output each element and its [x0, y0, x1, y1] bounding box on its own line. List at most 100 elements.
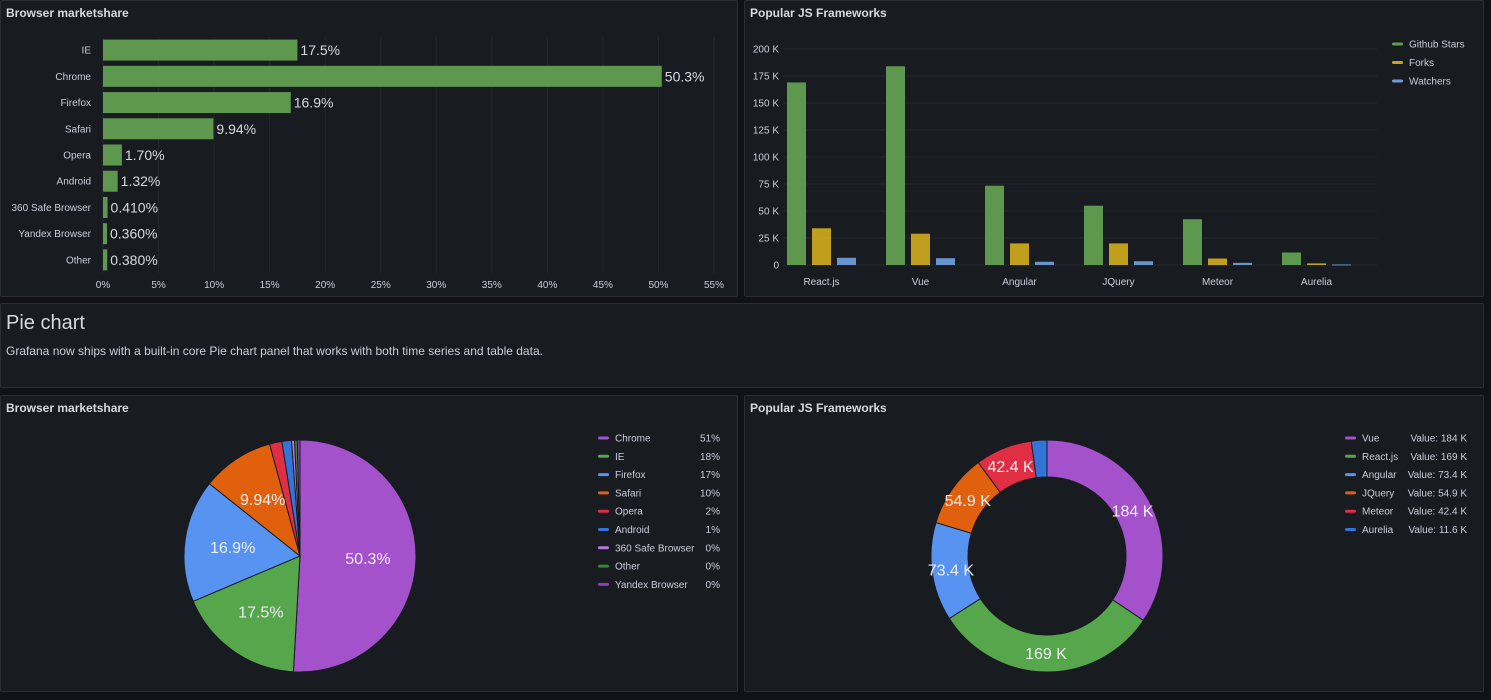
- bar[interactable]: [787, 82, 806, 265]
- bar[interactable]: [103, 118, 214, 140]
- bar[interactable]: [1084, 205, 1103, 265]
- legend-swatch: [1345, 509, 1356, 513]
- bar[interactable]: [103, 249, 108, 271]
- legend-value: Value: 169 K: [1410, 452, 1467, 463]
- x-tick-label: 0%: [96, 280, 111, 291]
- legend-label[interactable]: Forks: [1409, 58, 1434, 69]
- bar[interactable]: [103, 223, 107, 245]
- x-tick-label: 45%: [593, 280, 613, 291]
- legend-label[interactable]: Aurelia: [1362, 525, 1394, 536]
- bar[interactable]: [812, 228, 831, 265]
- legend-swatch: [1392, 61, 1403, 64]
- legend-label[interactable]: IE: [615, 452, 625, 463]
- slice-label: 16.9%: [210, 540, 255, 557]
- legend-label[interactable]: Chrome: [615, 434, 651, 445]
- bar[interactable]: [911, 233, 930, 265]
- bar[interactable]: [1035, 261, 1054, 265]
- bar[interactable]: [886, 66, 905, 265]
- x-tick-label: 50%: [648, 280, 668, 291]
- pie-slice[interactable]: [183, 482, 301, 602]
- pie-slice[interactable]: [296, 439, 301, 557]
- legend-label[interactable]: Watchers: [1409, 77, 1451, 88]
- legend-label[interactable]: 360 Safe Browser: [615, 543, 695, 554]
- panel-title[interactable]: Popular JS Frameworks: [750, 401, 887, 415]
- bar[interactable]: [103, 92, 291, 114]
- legend-label[interactable]: Vue: [1362, 434, 1380, 445]
- legend-value: Value: 11.6 K: [1408, 525, 1467, 536]
- bar[interactable]: [1208, 258, 1227, 265]
- bar[interactable]: [1183, 219, 1202, 265]
- category-label: Opera: [63, 151, 91, 162]
- x-tick-label: 40%: [537, 280, 557, 291]
- legend-value: 51%: [700, 434, 720, 445]
- legend-value: 0%: [706, 543, 721, 554]
- bar[interactable]: [103, 65, 662, 87]
- legend-swatch: [598, 528, 609, 531]
- bar[interactable]: [1282, 252, 1301, 265]
- bar[interactable]: [103, 170, 118, 192]
- x-tick-label: JQuery: [1102, 277, 1134, 288]
- legend-swatch: [1345, 528, 1356, 531]
- bar[interactable]: [1233, 262, 1252, 265]
- panel-title[interactable]: Browser marketshare: [6, 6, 129, 20]
- legend-label[interactable]: Github Stars: [1409, 40, 1465, 51]
- bar-value-label: 0.380%: [110, 252, 157, 268]
- legend-label[interactable]: Android: [615, 525, 649, 536]
- pie-slice[interactable]: [292, 439, 417, 673]
- legend-swatch: [598, 454, 609, 458]
- legend-label[interactable]: Other: [615, 562, 641, 573]
- browser-pie-panel: Browser marketshare 50.3% 17.5% 16.9% 9.94%…: [0, 395, 738, 692]
- bar[interactable]: [985, 185, 1004, 265]
- legend-label[interactable]: Yandex Browser: [615, 580, 688, 591]
- legend-label[interactable]: Opera: [615, 507, 643, 518]
- js-donut-chart: 184 K 169 K 73.4 K 54.9 K 42.4 K Vue Value: 18…: [928, 434, 1468, 673]
- legend-swatch: [598, 546, 609, 550]
- slice-label: 54.9 K: [945, 493, 992, 510]
- legend-value: 17%: [700, 470, 720, 481]
- pie-slice[interactable]: [192, 555, 301, 673]
- pie-slice[interactable]: [208, 443, 301, 558]
- legend-swatch: [1345, 473, 1356, 477]
- bar[interactable]: [1109, 243, 1128, 265]
- panel-title[interactable]: Browser marketshare: [6, 401, 129, 415]
- legend-swatch: [1345, 454, 1356, 458]
- bar[interactable]: [1010, 243, 1029, 265]
- legend-swatch: [1345, 436, 1356, 440]
- bar[interactable]: [103, 39, 298, 61]
- bar-value-label: 17.5%: [300, 42, 340, 58]
- bar[interactable]: [103, 196, 108, 218]
- legend-label[interactable]: Firefox: [615, 470, 646, 481]
- bar[interactable]: [1134, 261, 1153, 265]
- bar[interactable]: [1307, 263, 1326, 265]
- pie-slice[interactable]: [1030, 439, 1048, 479]
- x-tick-label: React.js: [803, 277, 839, 288]
- slice-label: 169 K: [1025, 646, 1067, 663]
- legend-value: Value: 42.4 K: [1408, 507, 1468, 518]
- browser-pie-chart: 50.3% 17.5% 16.9% 9.94% Chrome 51% IE 18% Firefo…: [183, 434, 721, 673]
- legend-value: Value: 184 K: [1410, 434, 1467, 445]
- legend-label[interactable]: JQuery: [1362, 488, 1394, 499]
- pie-slice[interactable]: [1046, 439, 1164, 622]
- category-label: Chrome: [55, 72, 91, 83]
- legend-label[interactable]: Safari: [615, 488, 641, 499]
- bar[interactable]: [837, 257, 856, 265]
- bar[interactable]: [936, 258, 955, 265]
- bar-value-label: 50.3%: [665, 68, 705, 84]
- legend-swatch: [598, 582, 609, 586]
- legend-label[interactable]: Meteor: [1362, 507, 1394, 518]
- legend-label[interactable]: Angular: [1362, 470, 1397, 481]
- y-tick-label: 75 K: [758, 180, 779, 191]
- bar[interactable]: [1332, 264, 1351, 266]
- bar-value-label: 1.32%: [121, 173, 161, 189]
- legend-value: Value: 73.4 K: [1408, 470, 1468, 481]
- legend-label[interactable]: React.js: [1362, 452, 1398, 463]
- panel-title[interactable]: Popular JS Frameworks: [750, 6, 887, 20]
- js-bar-chart: 0 25 K 50 K 75 K 100 K 125 K 150 K 175 K 200 K Re…: [753, 40, 1465, 289]
- legend-swatch: [598, 509, 609, 513]
- y-tick-label: 125 K: [753, 126, 779, 137]
- y-tick-label: 50 K: [758, 207, 779, 218]
- bar[interactable]: [103, 144, 122, 166]
- slice-label: 73.4 K: [928, 562, 975, 579]
- category-label: 360 Safe Browser: [12, 203, 92, 214]
- browser-bar-panel: Browser marketshare 0% 5% 10% 15% 20% 25% 30% 3…: [0, 0, 738, 297]
